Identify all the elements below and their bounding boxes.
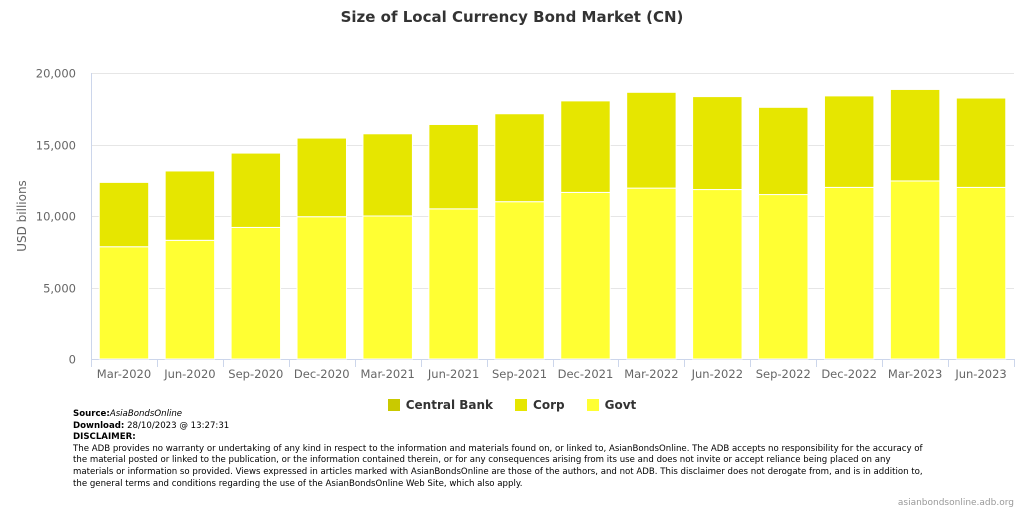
download-value: 28/10/2023 @ 13:27:31 — [127, 420, 230, 431]
y-tick-label: 10,000 — [36, 210, 76, 224]
x-tick-label: Jun-2022 — [691, 367, 743, 381]
x-tick-label: Sep-2021 — [492, 367, 547, 381]
y-tick-label: 15,000 — [36, 139, 76, 153]
chart: Size of Local Currency Bond Market (CN) … — [15, 8, 1015, 381]
x-tick-label: Jun-2020 — [163, 367, 215, 381]
legend-item-central-bank[interactable]: Central Bank — [387, 398, 494, 412]
legend-item-govt[interactable]: Govt — [586, 398, 637, 412]
legend-label: Govt — [604, 398, 637, 412]
disclaimer-label: DISCLAIMER: — [73, 432, 136, 443]
bar-corp[interactable] — [230, 152, 282, 228]
bar-corp[interactable] — [98, 181, 150, 248]
x-tick-label: Dec-2022 — [821, 367, 877, 381]
bar-govt[interactable] — [692, 189, 743, 360]
bar-govt[interactable] — [955, 186, 1007, 360]
bar-corp[interactable] — [692, 96, 743, 191]
footer: Source:AsiaBondsOnline Download: 28/10/2… — [73, 409, 933, 490]
bar-corp[interactable] — [494, 113, 545, 203]
bar-corp[interactable] — [626, 91, 677, 189]
y-tick-label: 20,000 — [36, 67, 76, 81]
legend-label: Central Bank — [405, 398, 494, 412]
bar-corp[interactable] — [296, 137, 347, 218]
disclaimer-text: The ADB provides no warranty or undertak… — [73, 443, 923, 489]
x-tick-label: Mar-2021 — [360, 367, 414, 381]
legend-swatch — [387, 399, 400, 411]
legend: Central Bank Corp Govt — [0, 398, 1024, 412]
legend-label: Corp — [533, 398, 565, 412]
axes: 0 5,000 10,000 15,000 20,000 Mar-2020 Jun-2020… — [36, 67, 1015, 381]
x-tick-label: Jun-2023 — [954, 367, 1006, 381]
bar-corp[interactable] — [164, 170, 216, 241]
chart-title: Size of Local Currency Bond Market (CN) — [341, 8, 684, 26]
bar-corp[interactable] — [362, 133, 413, 217]
y-tick-label: 0 — [69, 353, 76, 367]
source-line: Source:AsiaBondsOnline — [73, 409, 183, 419]
legend-swatch — [515, 399, 528, 411]
bar-govt[interactable] — [362, 215, 413, 360]
bar-govt[interactable] — [560, 191, 611, 360]
bar-govt[interactable] — [164, 239, 216, 360]
x-tick-label: Sep-2022 — [756, 367, 811, 381]
bar-corp[interactable] — [955, 97, 1007, 188]
bar-govt[interactable] — [296, 216, 347, 360]
grid-lines — [91, 73, 1014, 360]
bar-govt[interactable] — [428, 208, 479, 360]
legend-swatch — [586, 399, 599, 411]
bar-govt[interactable] — [230, 226, 282, 360]
bars — [98, 88, 1007, 360]
bar-corp[interactable] — [823, 95, 875, 188]
bar-corp[interactable] — [428, 123, 479, 210]
x-tick-label: Mar-2023 — [888, 367, 942, 381]
credits-link[interactable]: asianbondsonline.adb.org — [897, 498, 1014, 508]
bar-govt[interactable] — [889, 180, 941, 360]
x-tick-label: Mar-2022 — [624, 367, 678, 381]
y-axis-title: USD billions — [15, 180, 29, 252]
x-tick-label: Dec-2021 — [558, 367, 614, 381]
x-tick-label: Dec-2020 — [294, 367, 350, 381]
bar-govt[interactable] — [98, 246, 150, 360]
x-tick-label: Mar-2020 — [97, 367, 151, 381]
x-tick-label: Sep-2020 — [228, 367, 283, 381]
x-tick-label: Jun-2021 — [427, 367, 479, 381]
bar-govt[interactable] — [758, 194, 809, 360]
source-value: AsiaBondsOnline — [109, 409, 183, 419]
download-line: Download: 28/10/2023 @ 13:27:31 — [73, 420, 230, 431]
bar-govt[interactable] — [494, 201, 545, 360]
bar-govt[interactable] — [626, 187, 677, 360]
legend-item-corp[interactable]: Corp — [515, 398, 565, 412]
bar-govt[interactable] — [823, 186, 875, 360]
bar-corp[interactable] — [560, 100, 611, 193]
bar-corp[interactable] — [889, 88, 941, 182]
y-tick-label: 5,000 — [43, 282, 76, 296]
bar-corp[interactable] — [758, 106, 809, 196]
